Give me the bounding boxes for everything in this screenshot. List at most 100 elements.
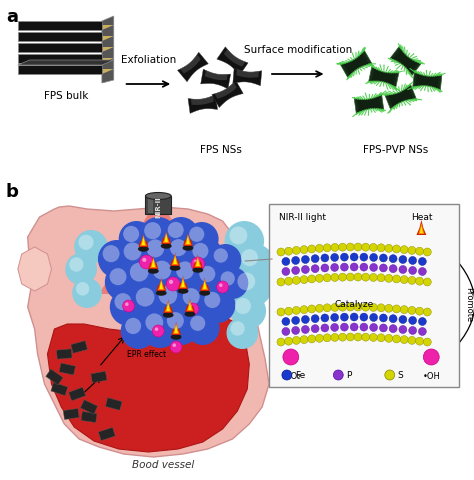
Polygon shape [180,277,186,288]
Polygon shape [81,400,98,414]
Circle shape [292,327,300,335]
Polygon shape [181,279,185,288]
Circle shape [323,334,331,342]
Polygon shape [224,50,246,68]
Polygon shape [417,220,426,236]
Circle shape [354,303,362,312]
Circle shape [204,292,220,309]
Circle shape [188,239,224,275]
Circle shape [200,266,215,282]
Circle shape [360,264,368,272]
Ellipse shape [184,312,195,317]
Circle shape [115,293,131,311]
Text: Bood vessel: Bood vessel [132,459,194,469]
Polygon shape [185,299,195,312]
Circle shape [377,244,385,252]
Circle shape [331,254,338,262]
Circle shape [308,335,316,343]
Circle shape [323,244,331,252]
Circle shape [419,258,426,266]
Circle shape [321,314,329,322]
Ellipse shape [156,291,167,296]
Circle shape [300,246,308,254]
Circle shape [385,275,393,283]
Circle shape [321,264,329,272]
Circle shape [370,264,378,272]
Ellipse shape [161,244,172,249]
Circle shape [217,267,248,300]
Polygon shape [416,75,439,89]
Polygon shape [99,428,115,441]
Circle shape [350,324,358,331]
Circle shape [416,277,424,286]
Circle shape [301,266,310,274]
Circle shape [225,222,264,262]
Circle shape [308,245,316,253]
Circle shape [419,268,426,276]
Circle shape [379,324,387,332]
Text: H₂O₂: H₂O₂ [281,371,301,380]
Circle shape [379,254,387,263]
Circle shape [338,244,346,252]
Polygon shape [18,70,114,75]
Ellipse shape [182,246,193,251]
Polygon shape [344,54,369,76]
Circle shape [186,312,219,345]
Circle shape [170,240,187,257]
Circle shape [301,256,310,264]
Polygon shape [233,69,262,86]
Polygon shape [18,37,114,42]
Polygon shape [173,324,180,334]
Circle shape [423,278,431,287]
Circle shape [409,257,417,265]
Circle shape [167,312,184,330]
Circle shape [400,306,408,314]
Circle shape [354,333,362,341]
Circle shape [369,304,377,312]
Polygon shape [188,302,191,311]
Circle shape [316,335,323,343]
Polygon shape [357,97,381,112]
Circle shape [392,276,401,283]
Circle shape [362,303,370,312]
Polygon shape [146,197,171,215]
Text: Catalyze: Catalyze [335,300,374,309]
Circle shape [173,344,176,347]
Polygon shape [194,256,201,267]
Circle shape [369,334,377,342]
Polygon shape [27,206,269,457]
Circle shape [283,349,299,365]
Circle shape [333,370,343,380]
Polygon shape [158,279,164,290]
Circle shape [292,307,301,315]
Circle shape [153,261,171,280]
Circle shape [416,337,424,346]
Polygon shape [180,55,201,74]
Circle shape [369,244,377,252]
Polygon shape [247,248,272,285]
Ellipse shape [146,193,171,200]
Polygon shape [205,71,228,81]
Polygon shape [369,68,399,88]
Polygon shape [56,349,72,360]
Ellipse shape [171,335,182,340]
Polygon shape [217,48,248,76]
Circle shape [408,307,416,315]
Circle shape [292,277,301,285]
Circle shape [103,246,119,263]
Text: Fe: Fe [295,371,305,380]
Circle shape [142,258,146,263]
Circle shape [346,303,354,312]
Circle shape [282,258,290,266]
Circle shape [285,308,292,315]
Polygon shape [200,277,210,291]
Polygon shape [186,237,190,244]
Ellipse shape [138,247,149,252]
Circle shape [331,314,338,322]
Polygon shape [183,232,193,247]
Circle shape [321,254,329,263]
Circle shape [237,273,255,291]
Circle shape [125,257,166,300]
Circle shape [300,276,308,284]
Circle shape [162,307,200,345]
